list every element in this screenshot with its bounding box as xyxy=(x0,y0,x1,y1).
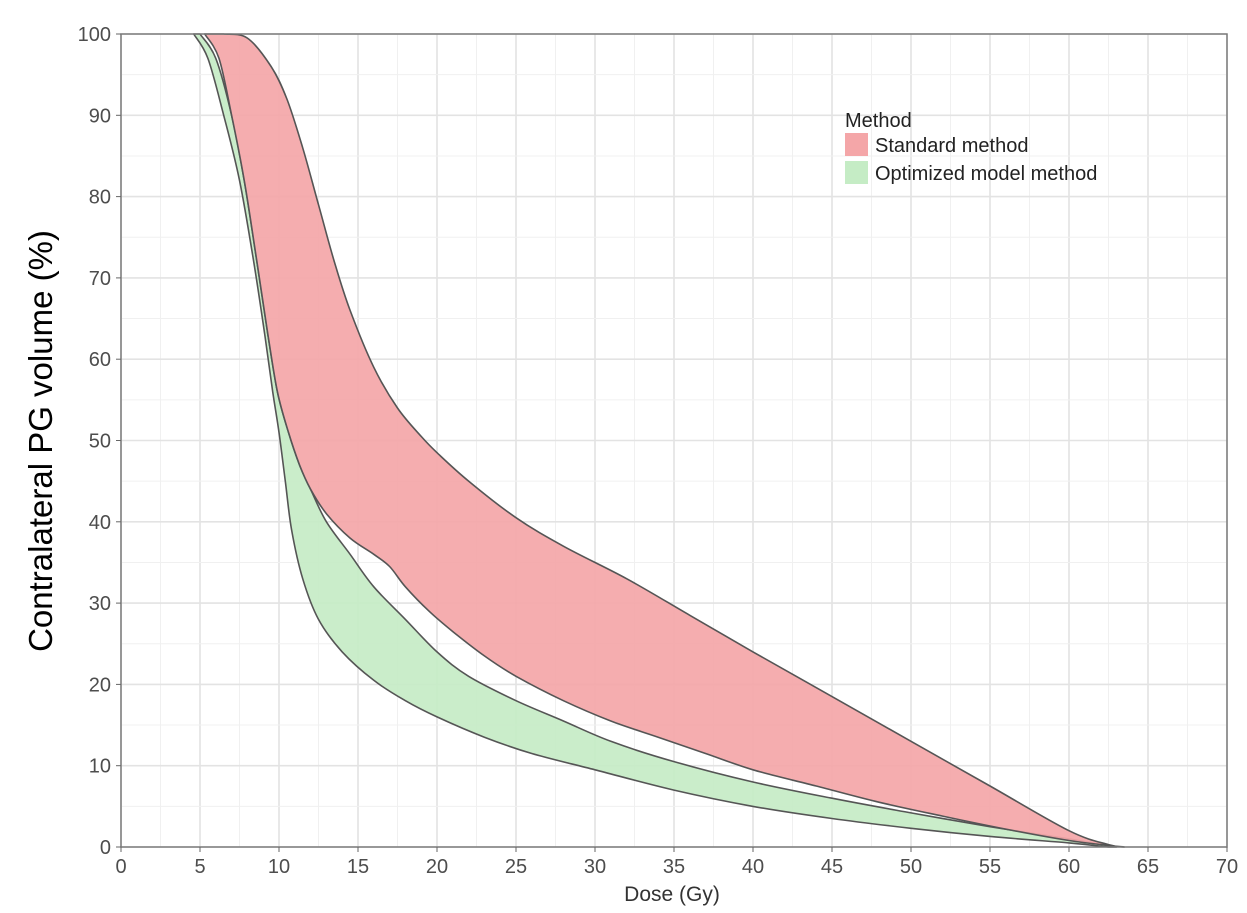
y-tick-label: 0 xyxy=(100,837,111,859)
legend: Method Standard method Optimized model m… xyxy=(845,110,1097,185)
x-tick-label: 35 xyxy=(663,856,685,878)
y-tick-label: 10 xyxy=(89,756,111,778)
x-axis-title: Dose (Gy) xyxy=(624,883,720,906)
x-tick-label: 10 xyxy=(268,856,290,878)
tick-labels: 0 5 10 15 20 25 30 35 40 45 50 55 60 65 70 0 10 20 30 40 50 6… xyxy=(78,24,1239,878)
x-tick-label: 65 xyxy=(1137,856,1159,878)
x-tick-label: 70 xyxy=(1216,856,1238,878)
x-tick-label: 25 xyxy=(505,856,527,878)
y-tick-label: 80 xyxy=(89,187,111,209)
y-tick-label: 100 xyxy=(78,24,111,46)
x-tick-label: 30 xyxy=(584,856,606,878)
x-tick-label: 50 xyxy=(900,856,922,878)
y-tick-label: 30 xyxy=(89,593,111,615)
legend-label-standard-method: Standard method xyxy=(875,135,1028,157)
x-tick-label: 0 xyxy=(115,856,126,878)
x-tick-label: 60 xyxy=(1058,856,1080,878)
y-tick-label: 90 xyxy=(89,105,111,127)
legend-label-optimized-model-method: Optimized model method xyxy=(875,163,1097,185)
legend-swatch-optimized-model-method xyxy=(845,161,868,184)
x-tick-label: 40 xyxy=(742,856,764,878)
band-standard-method xyxy=(203,33,1126,848)
y-tick-label: 60 xyxy=(89,349,111,371)
y-tick-label: 20 xyxy=(89,674,111,696)
x-tick-label: 20 xyxy=(426,856,448,878)
y-tick-label: 50 xyxy=(89,431,111,453)
legend-swatch-standard-method xyxy=(845,133,868,156)
x-tick-label: 5 xyxy=(194,856,205,878)
y-tick-label: 40 xyxy=(89,512,111,534)
y-axis-title: Contralateral PG volume (%) xyxy=(22,230,59,652)
x-tick-label: 55 xyxy=(979,856,1001,878)
x-tick-label: 45 xyxy=(821,856,843,878)
x-tick-label: 15 xyxy=(347,856,369,878)
legend-title: Method xyxy=(845,110,912,132)
y-tick-label: 70 xyxy=(89,268,111,290)
